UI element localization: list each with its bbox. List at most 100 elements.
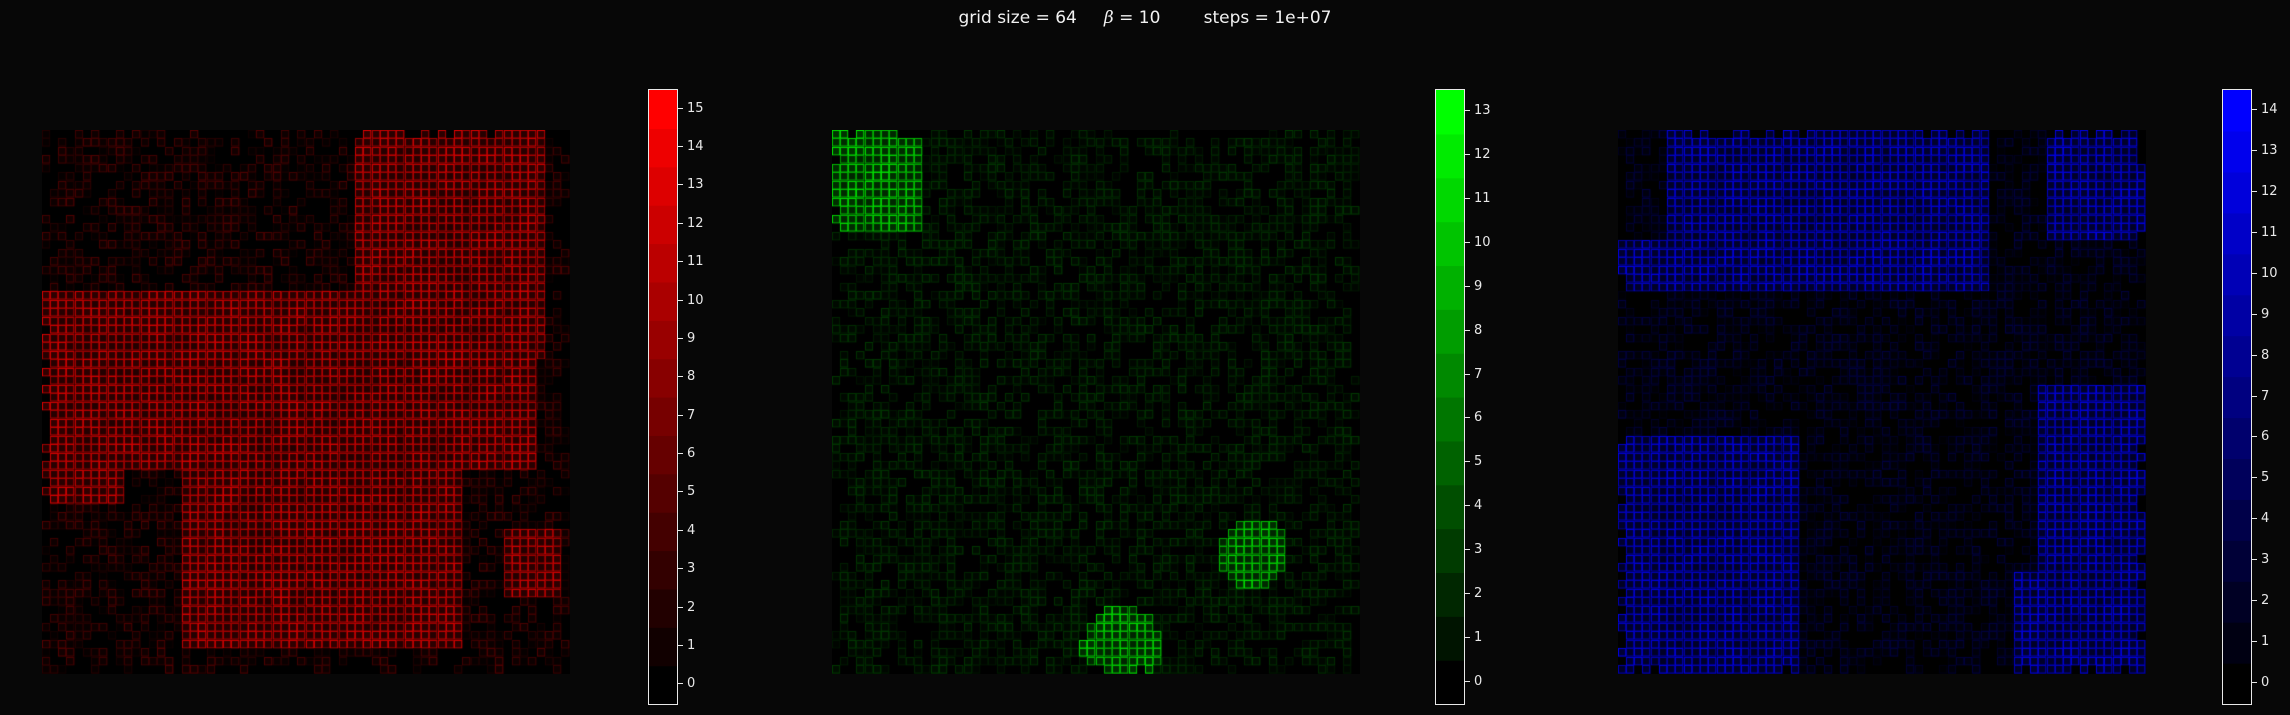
colorbar-tick-mark xyxy=(678,568,683,570)
colorbar-tick-mark xyxy=(2252,682,2257,684)
colorbar-tick-mark xyxy=(2252,477,2257,479)
colorbar-segment-13 xyxy=(2223,130,2251,173)
colorbar-tick-label: 10 xyxy=(1474,235,1491,250)
colorbar-tick: 11 xyxy=(1465,191,1505,207)
colorbar-tick-mark xyxy=(678,146,683,148)
colorbar-tick-label: 13 xyxy=(1474,103,1491,119)
colorbar-green xyxy=(1435,89,1465,705)
colorbar-tick: 8 xyxy=(2252,347,2290,363)
colorbar-tick-mark xyxy=(1465,154,1470,156)
colorbar-tick-mark xyxy=(1465,242,1470,243)
colorbar-tick-label: 6 xyxy=(2261,429,2270,445)
colorbar-segment-3 xyxy=(2223,540,2251,582)
colorbar-tick-label: 8 xyxy=(2261,347,2270,363)
colorbar-segment-11 xyxy=(2223,212,2251,255)
colorbar-segment-7 xyxy=(1436,353,1464,398)
colorbar-segment-0 xyxy=(2223,663,2251,704)
colorbar-segment-6 xyxy=(2223,417,2251,459)
colorbar-tick-label: 6 xyxy=(1474,410,1483,426)
colorbar-tick: 6 xyxy=(1465,410,1505,426)
colorbar-segment-8 xyxy=(2223,335,2251,378)
colorbar-segment-10 xyxy=(649,281,677,321)
colorbar-tick: 12 xyxy=(678,216,718,231)
colorbar-tick: 3 xyxy=(678,561,718,576)
colorbar-tick-mark xyxy=(1465,636,1470,638)
colorbar-tick-label: 13 xyxy=(2261,142,2278,158)
colorbar-segment-4 xyxy=(649,512,677,552)
colorbar-tick-label: 9 xyxy=(2261,306,2270,322)
colorbar-segment-12 xyxy=(2223,171,2251,214)
colorbar-segment-11 xyxy=(649,243,677,283)
colorbar-tick-label: 7 xyxy=(2261,388,2270,404)
colorbar-segment-1 xyxy=(2223,622,2251,664)
colorbar-tick: 14 xyxy=(2252,101,2290,117)
colorbar-tick-label: 5 xyxy=(1474,454,1483,470)
colorbar-tick-label: 3 xyxy=(1474,542,1483,557)
colorbar-red-ticks: 0 1 2 3 4 5 6 7 8 9 10 11 12 13 14 15 xyxy=(678,89,718,705)
figure-title: grid size = 64 β = 10 steps = 1e+07 xyxy=(0,8,2290,28)
colorbar-segment-9 xyxy=(649,320,677,360)
colorbar-tick-mark xyxy=(2252,149,2257,151)
colorbar-tick: 6 xyxy=(678,446,718,461)
colorbar-red xyxy=(648,89,678,705)
colorbar-tick-label: 11 xyxy=(687,254,704,270)
colorbar-segment-14 xyxy=(649,128,677,168)
colorbar-segment-8 xyxy=(1436,309,1464,354)
heatmap-green-canvas xyxy=(832,130,1360,674)
colorbar-tick: 12 xyxy=(1465,147,1505,162)
colorbar-tick-mark xyxy=(2252,518,2257,520)
colorbar-tick: 2 xyxy=(1465,586,1505,601)
colorbar-tick-label: 14 xyxy=(2261,101,2278,117)
colorbar-segment-5 xyxy=(2223,458,2251,500)
title-beta-value: = 10 xyxy=(1113,8,1161,28)
colorbar-tick-mark xyxy=(678,337,683,339)
colorbar-tick: 4 xyxy=(678,523,718,538)
colorbar-tick-mark xyxy=(2252,395,2257,397)
colorbar-tick-label: 11 xyxy=(1474,191,1491,207)
colorbar-tick-label: 11 xyxy=(2261,224,2278,240)
colorbar-tick: 9 xyxy=(2252,306,2290,322)
colorbar-tick-mark xyxy=(678,261,683,263)
colorbar-tick-mark xyxy=(678,453,683,455)
colorbar-tick-mark xyxy=(2252,231,2257,233)
colorbar-segment-6 xyxy=(649,435,677,475)
colorbar-tick-label: 8 xyxy=(1474,322,1483,338)
colorbar-tick-label: 1 xyxy=(687,637,696,653)
colorbar-tick-label: 9 xyxy=(1474,278,1483,294)
colorbar-tick-mark xyxy=(678,222,683,224)
colorbar-tick-mark xyxy=(1465,505,1470,507)
colorbar-tick-mark xyxy=(1465,198,1470,200)
colorbar-tick-mark xyxy=(1465,329,1470,331)
colorbar-tick: 3 xyxy=(2252,552,2290,567)
colorbar-tick-label: 15 xyxy=(687,100,704,116)
colorbar-tick-label: 2 xyxy=(2261,593,2270,609)
colorbar-tick-mark xyxy=(678,414,683,416)
colorbar-segment-12 xyxy=(649,205,677,245)
colorbar-segment-6 xyxy=(1436,397,1464,442)
colorbar-tick: 14 xyxy=(678,139,718,154)
colorbar-tick: 9 xyxy=(1465,278,1505,294)
colorbar-segment-2 xyxy=(1436,572,1464,617)
colorbar-tick-label: 2 xyxy=(687,599,696,615)
colorbar-tick: 4 xyxy=(2252,511,2290,526)
colorbar-tick: 1 xyxy=(678,637,718,653)
colorbar-tick: 10 xyxy=(678,293,718,308)
colorbar-segment-2 xyxy=(2223,581,2251,623)
colorbar-tick-label: 5 xyxy=(687,484,696,500)
colorbar-segment-13 xyxy=(1436,90,1464,135)
colorbar-segment-1 xyxy=(649,627,677,667)
colorbar-segment-15 xyxy=(649,90,677,129)
colorbar-tick: 0 xyxy=(678,676,718,691)
heatmap-blue-canvas xyxy=(1618,130,2146,674)
colorbar-tick-mark xyxy=(678,184,683,186)
colorbar-tick: 8 xyxy=(1465,322,1505,338)
colorbar-tick-mark xyxy=(2252,436,2257,438)
colorbar-segment-1 xyxy=(1436,616,1464,661)
colorbar-tick-label: 7 xyxy=(687,407,696,423)
colorbar-segment-9 xyxy=(2223,294,2251,337)
colorbar-segment-7 xyxy=(649,397,677,436)
colorbar-segment-13 xyxy=(649,166,677,206)
colorbar-tick: 13 xyxy=(1465,103,1505,119)
colorbar-tick: 5 xyxy=(1465,454,1505,470)
colorbar-segment-10 xyxy=(1436,221,1464,267)
